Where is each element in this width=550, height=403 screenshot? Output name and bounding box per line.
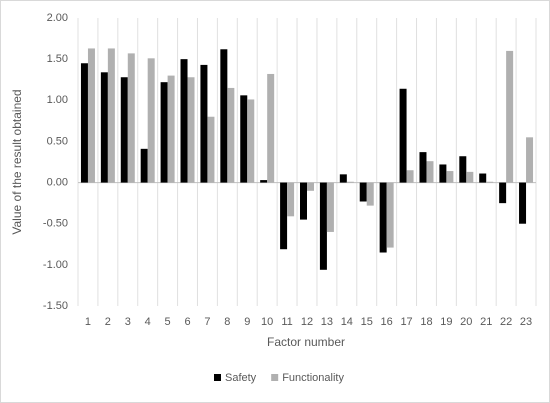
x-tick-label: 10 xyxy=(261,316,273,328)
bar xyxy=(526,137,534,183)
y-tick-label: 1.50 xyxy=(47,53,68,65)
x-tick-label: 15 xyxy=(361,316,373,328)
x-tick-label: 11 xyxy=(281,316,292,328)
x-tick-label: 23 xyxy=(520,316,532,328)
bar xyxy=(80,63,88,183)
bar xyxy=(140,148,148,183)
bar xyxy=(439,164,447,183)
bar xyxy=(300,182,307,220)
bar xyxy=(200,64,208,183)
y-axis-title: Value of the result obtained xyxy=(10,89,24,234)
bar xyxy=(319,182,327,270)
x-axis-title: Factor number xyxy=(267,335,345,349)
legend-label: Functionality xyxy=(282,372,344,384)
bar xyxy=(419,152,427,183)
bar xyxy=(519,182,527,224)
y-tick-label: -1.50 xyxy=(43,300,68,312)
bar xyxy=(207,116,215,183)
bar xyxy=(459,156,467,183)
bar xyxy=(220,49,228,183)
bar xyxy=(479,173,487,183)
x-tick-label: 20 xyxy=(460,316,472,328)
bar xyxy=(326,182,334,232)
bar xyxy=(307,182,314,191)
y-tick-label: 0.50 xyxy=(47,135,68,147)
bar xyxy=(227,87,235,183)
x-tick-label: 17 xyxy=(400,316,412,328)
y-tick-label: 2.00 xyxy=(47,12,68,24)
bar xyxy=(359,182,367,202)
x-tick-label: 3 xyxy=(125,316,131,328)
bar xyxy=(147,58,155,183)
x-tick-label: 7 xyxy=(204,316,210,328)
legend-swatch xyxy=(214,374,221,381)
bar xyxy=(267,73,275,183)
bar xyxy=(100,72,108,183)
y-tick-label: 0.00 xyxy=(47,176,68,188)
bar xyxy=(160,82,168,183)
x-tick-label: 5 xyxy=(165,316,171,328)
x-tick-label: 19 xyxy=(440,316,452,328)
bar xyxy=(339,174,347,183)
x-tick-label: 6 xyxy=(184,316,190,328)
x-tick-label: 2 xyxy=(105,316,111,328)
bar xyxy=(346,181,354,183)
x-tick-label: 21 xyxy=(480,316,492,328)
bar xyxy=(127,53,135,183)
bar xyxy=(426,161,434,183)
y-tick-label: 1.00 xyxy=(47,94,68,106)
bar xyxy=(386,182,394,248)
x-tick-label: 1 xyxy=(85,316,91,328)
x-tick-label: 22 xyxy=(500,316,512,328)
bar xyxy=(506,50,514,183)
legend-label: Safety xyxy=(225,372,257,384)
bar xyxy=(187,77,195,183)
bar xyxy=(260,180,268,183)
x-tick-label: 16 xyxy=(381,316,393,328)
x-tick-label: 9 xyxy=(244,316,250,328)
bar xyxy=(499,182,507,204)
y-tick-label: -1.00 xyxy=(43,259,68,271)
bar xyxy=(247,99,255,183)
bar xyxy=(240,95,248,183)
x-tick-label: 4 xyxy=(145,316,151,328)
x-tick-label: 13 xyxy=(321,316,333,328)
bar xyxy=(399,88,407,183)
x-tick-label: 18 xyxy=(420,316,432,328)
bar xyxy=(167,75,175,183)
x-tick-label: 14 xyxy=(341,316,353,328)
bar xyxy=(120,77,128,183)
bar xyxy=(379,182,387,253)
y-tick-label: -0.50 xyxy=(43,218,68,230)
bar xyxy=(486,181,494,183)
bar xyxy=(280,182,288,250)
bar xyxy=(87,48,95,183)
x-tick-label: 8 xyxy=(224,316,230,328)
bar xyxy=(406,170,414,183)
legend-swatch xyxy=(271,374,279,381)
bar xyxy=(180,59,188,183)
bar xyxy=(466,171,474,183)
bar xyxy=(446,171,454,183)
x-tick-label: 12 xyxy=(301,316,313,328)
bar xyxy=(366,182,374,206)
bar xyxy=(287,182,295,217)
bar xyxy=(107,48,115,183)
